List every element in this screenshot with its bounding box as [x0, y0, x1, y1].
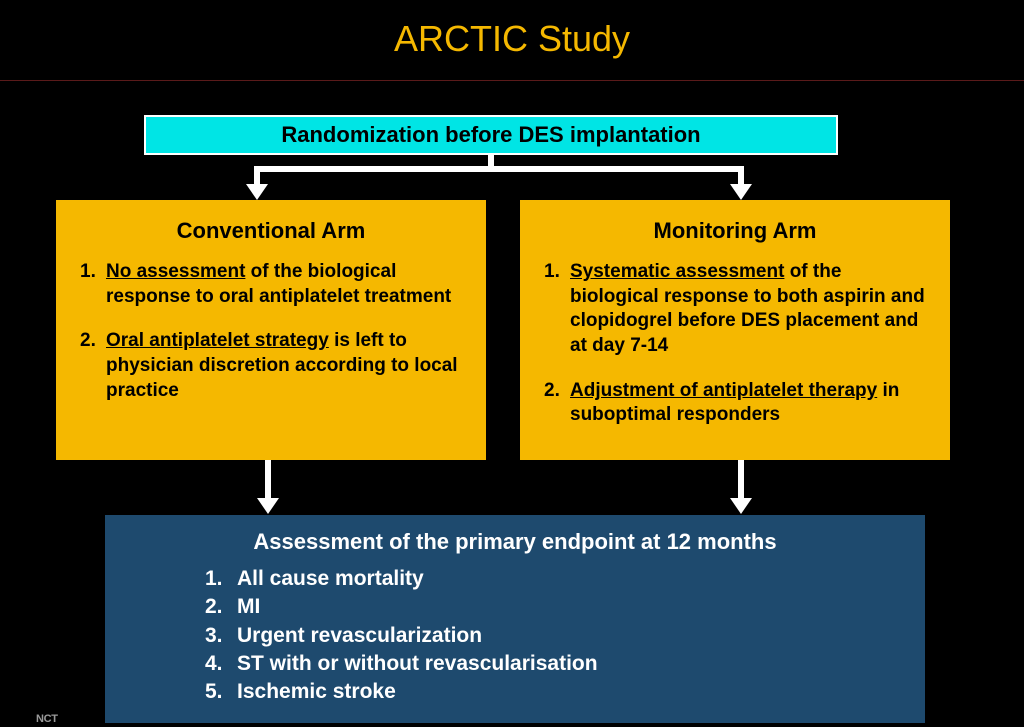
item-text: Systematic assessment of the biological … [570, 260, 926, 359]
underlined-text: No assessment [106, 261, 245, 282]
item-text: Adjustment of antiplatelet therapy in su… [570, 379, 926, 428]
item-text: No assessment of the biological response… [106, 260, 462, 309]
arrow-arm-right-shaft [738, 460, 744, 500]
arrow-down-right-head [730, 184, 752, 200]
list-item: 1.All cause mortality [205, 565, 895, 593]
list-item: 2. Adjustment of antiplatelet therapy in… [544, 379, 926, 428]
arrow-arm-left-shaft [265, 460, 271, 500]
arrow-down-right-shaft [738, 166, 744, 186]
item-text: Urgent revascularization [237, 622, 482, 650]
item-number: 3. [205, 622, 237, 650]
arrow-arm-left-head [257, 498, 279, 514]
item-text: ST with or without revascularisation [237, 650, 598, 678]
list-item: 3.Urgent revascularization [205, 622, 895, 650]
slide-title: ARCTIC Study [0, 0, 1024, 60]
item-number: 2. [544, 379, 570, 428]
arrow-down-left-shaft [254, 166, 260, 186]
underlined-text: Oral antiplatelet strategy [106, 330, 329, 351]
item-number: 1. [544, 260, 570, 359]
arrow-crossbar [254, 166, 744, 172]
item-number: 1. [80, 260, 106, 309]
item-text: MI [237, 593, 260, 621]
endpoint-title: Assessment of the primary endpoint at 12… [135, 529, 895, 555]
conventional-arm-box: Conventional Arm 1. No assessment of the… [56, 200, 486, 460]
list-item: 2.MI [205, 593, 895, 621]
monitoring-arm-box: Monitoring Arm 1. Systematic assessment … [520, 200, 950, 460]
endpoint-list: 1.All cause mortality 2.MI 3.Urgent reva… [205, 565, 895, 707]
underlined-text: Systematic assessment [570, 261, 784, 282]
monitoring-arm-title: Monitoring Arm [544, 218, 926, 244]
item-number: 5. [205, 678, 237, 706]
list-item: 1. Systematic assessment of the biologic… [544, 260, 926, 359]
list-item: 1. No assessment of the biological respo… [80, 260, 462, 309]
conventional-arm-title: Conventional Arm [80, 218, 462, 244]
randomization-box: Randomization before DES implantation [144, 115, 838, 155]
monitoring-arm-list: 1. Systematic assessment of the biologic… [544, 260, 926, 428]
endpoint-box: Assessment of the primary endpoint at 12… [105, 515, 925, 723]
item-number: 2. [205, 593, 237, 621]
item-text: Oral antiplatelet strategy is left to ph… [106, 329, 462, 403]
randomization-label: Randomization before DES implantation [281, 122, 700, 148]
conventional-arm-list: 1. No assessment of the biological respo… [80, 260, 462, 403]
item-number: 2. [80, 329, 106, 403]
item-text: Ischemic stroke [237, 678, 396, 706]
underlined-text: Adjustment of antiplatelet therapy [570, 380, 877, 401]
list-item: 5.Ischemic stroke [205, 678, 895, 706]
horizontal-rule [0, 80, 1024, 81]
item-number: 1. [205, 565, 237, 593]
item-number: 4. [205, 650, 237, 678]
arrow-arm-right-head [730, 498, 752, 514]
footer-text: NCT [36, 713, 58, 725]
item-text: All cause mortality [237, 565, 424, 593]
list-item: 2. Oral antiplatelet strategy is left to… [80, 329, 462, 403]
list-item: 4.ST with or without revascularisation [205, 650, 895, 678]
arrow-down-left-head [246, 184, 268, 200]
